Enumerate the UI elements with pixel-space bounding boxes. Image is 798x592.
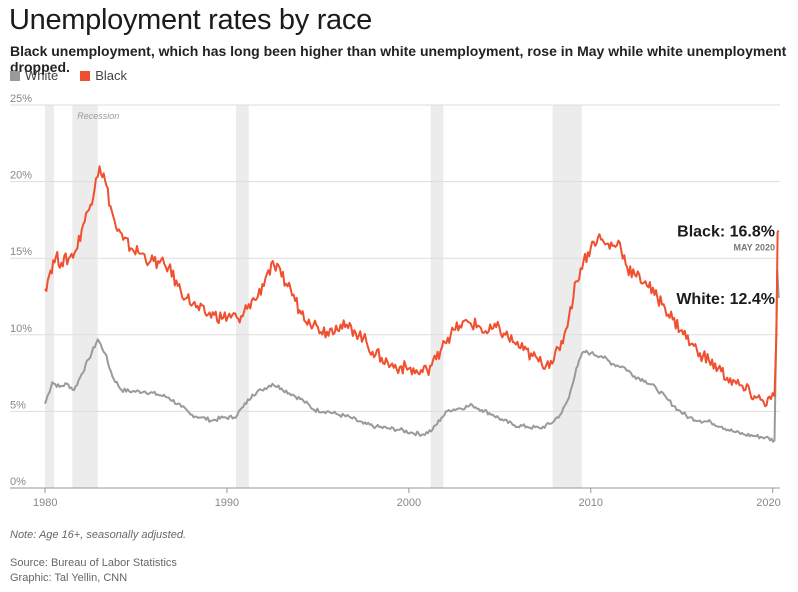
recession-band-2 — [236, 105, 249, 488]
gridlines — [10, 104, 780, 489]
chart-subtitle: Black unemployment, which has long been … — [10, 43, 787, 75]
legend-item-black: Black — [80, 68, 127, 83]
y-tick-label-25: 25% — [10, 93, 32, 105]
callouts: Black: 16.8% MAY 2020 White: 12.4% — [676, 224, 775, 308]
legend-label-white: White — [25, 68, 59, 83]
recession-label: Recession — [77, 111, 119, 121]
recession-band-4 — [552, 105, 582, 488]
legend-label-black: Black — [95, 68, 128, 83]
y-tick-label-10: 10% — [10, 323, 32, 335]
x-tick-label-2020: 2020 — [756, 497, 780, 509]
x-tick-label-2010: 2010 — [579, 497, 603, 509]
x-tick-label-1980: 1980 — [33, 497, 57, 509]
source-credits: Source: Bureau of Labor Statistics Graph… — [10, 556, 177, 586]
y-tick-label-20: 20% — [10, 170, 32, 182]
footnote: Note: Age 16+, seasonally adjusted. — [10, 529, 187, 541]
callout-sublabel-black: MAY 2020 — [733, 243, 775, 253]
recession-band-0 — [45, 105, 55, 488]
series-line-black — [44, 165, 780, 408]
y-tick-label-5: 5% — [10, 399, 26, 411]
series-lines — [44, 165, 780, 443]
y-tick-label-0: 0% — [10, 476, 26, 488]
chart-title: Unemployment rates by race — [9, 4, 372, 36]
series-line-white — [44, 269, 780, 443]
callout-label-white: White: 12.4% — [676, 291, 775, 308]
y-axis-ticks: 0% 5% 10% 15% 20% 25% — [10, 93, 32, 488]
recession-bands: Recession — [45, 105, 582, 488]
legend: White Black — [10, 68, 127, 83]
source-line: Source: Bureau of Labor Statistics — [10, 557, 177, 569]
recession-band-3 — [430, 105, 444, 488]
graphic-credit: Graphic: Tal Yellin, CNN — [10, 572, 128, 584]
legend-swatch-white — [10, 70, 20, 81]
recession-band-1 — [72, 105, 98, 488]
x-tick-label-2000: 2000 — [397, 497, 421, 509]
x-tick-label-1990: 1990 — [215, 497, 239, 509]
legend-swatch-black — [80, 70, 91, 81]
legend-item-white: White — [10, 68, 58, 83]
y-tick-label-15: 15% — [10, 246, 32, 258]
callout-label-black: Black: 16.8% — [677, 224, 775, 241]
x-axis: 1980 1990 2000 2010 2020 — [33, 488, 781, 509]
